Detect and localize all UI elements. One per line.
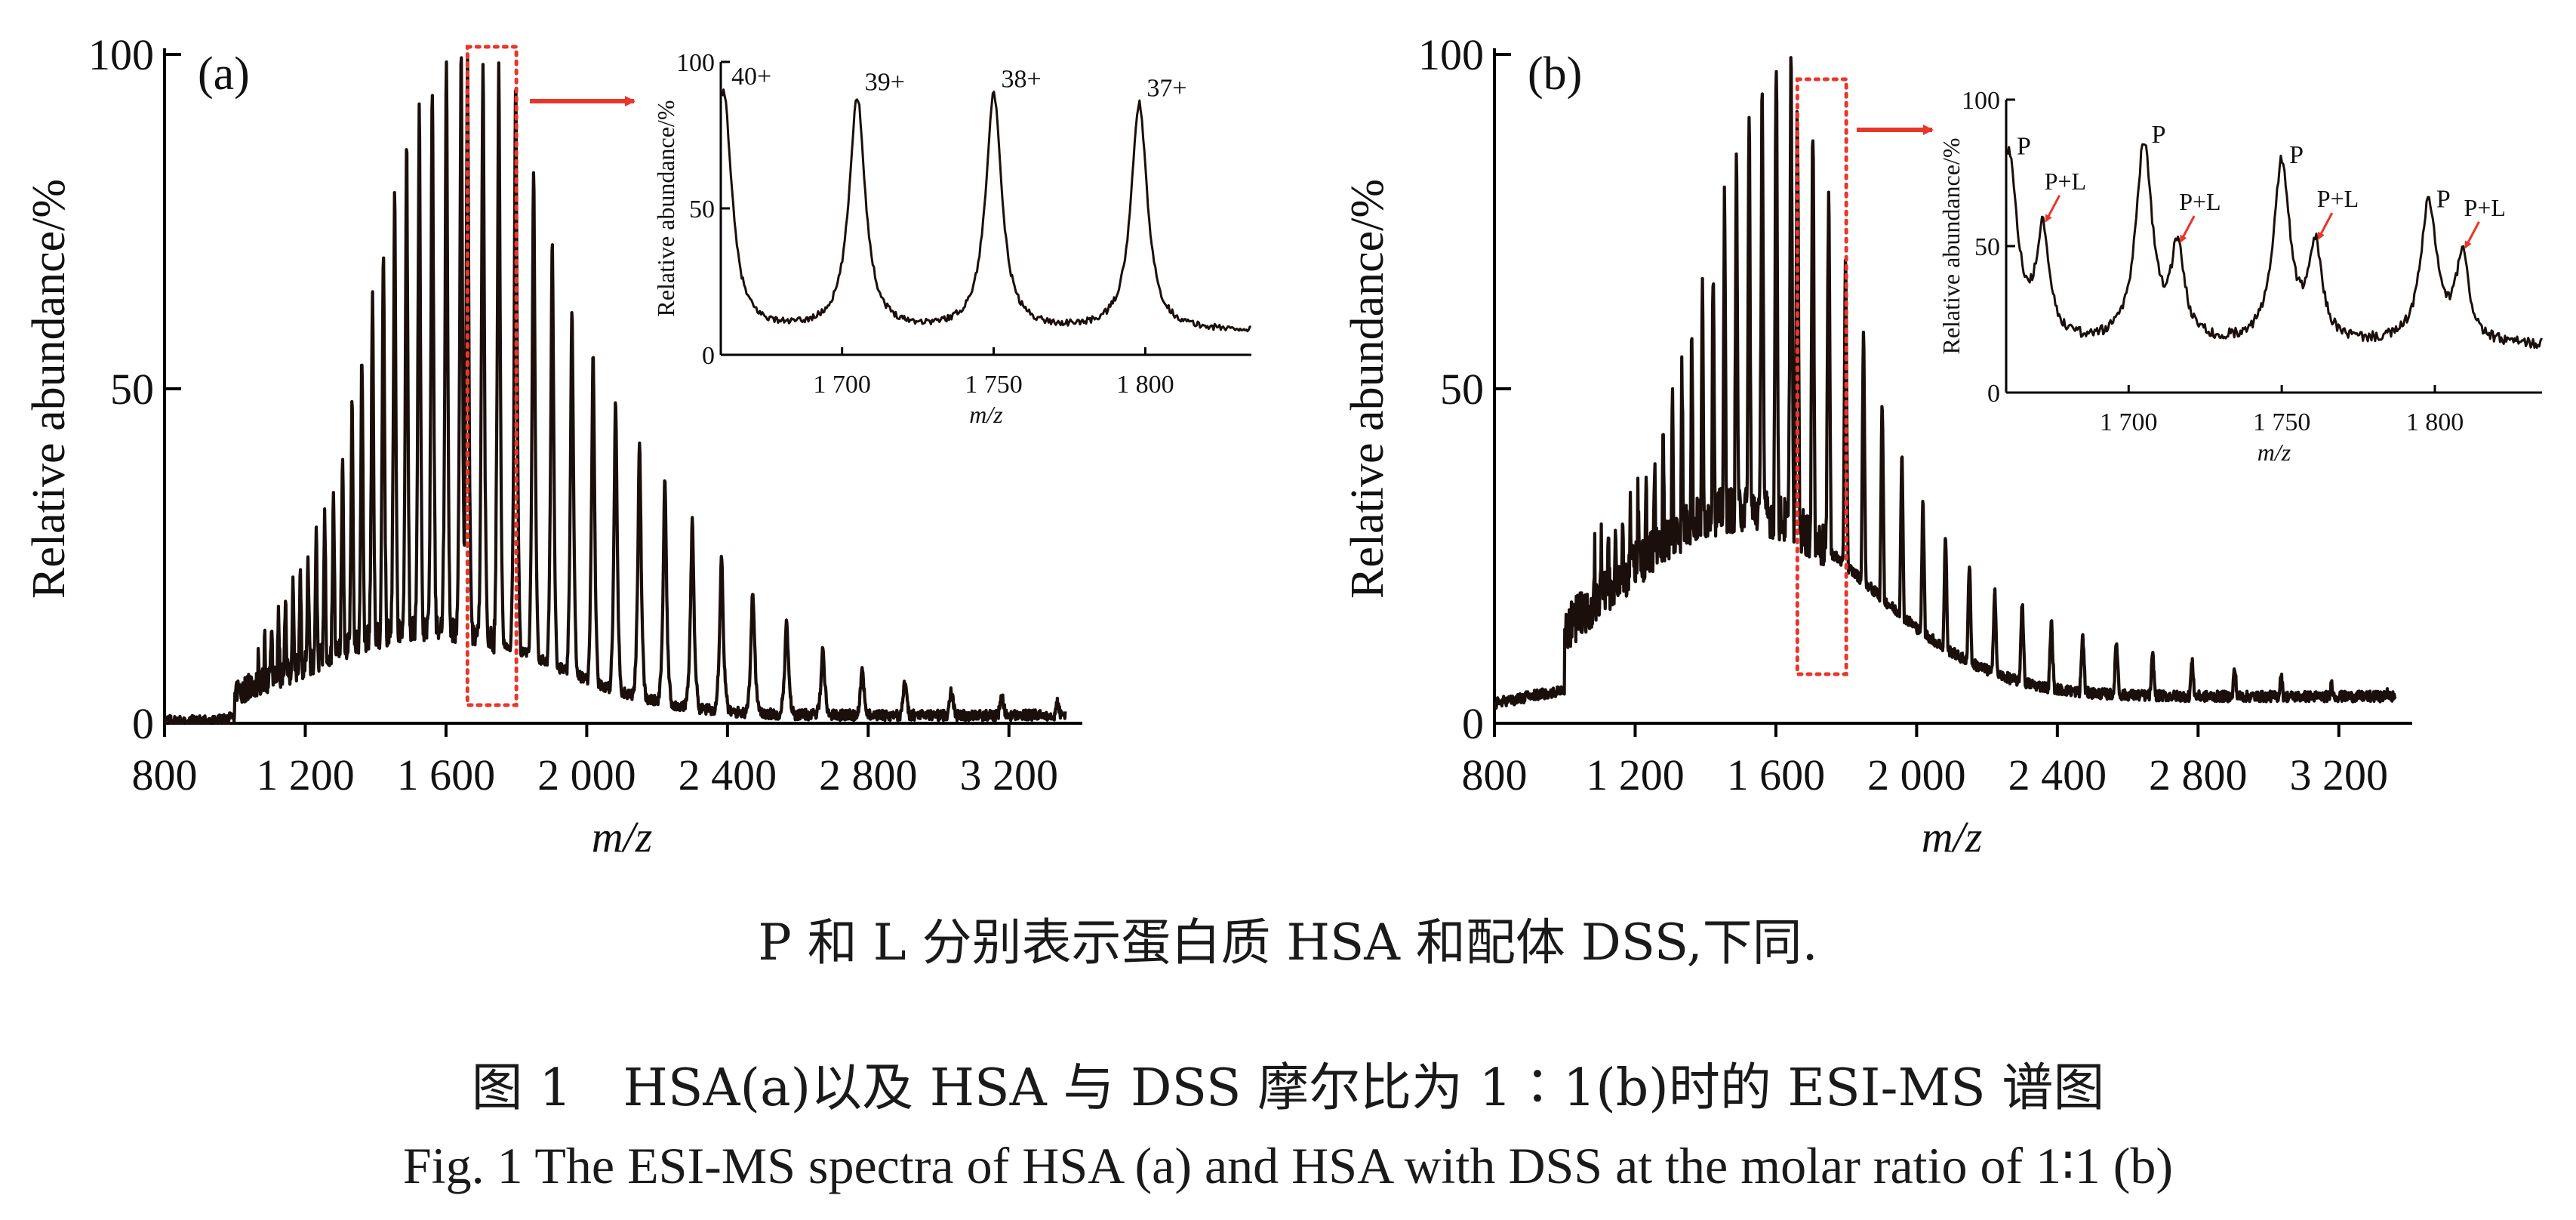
x-tick-label: 2 800: [2149, 750, 2248, 799]
inset-peak-label: 37+: [1146, 74, 1186, 102]
inset-y-tick-label: 0: [702, 342, 715, 370]
spectrum-trace: [163, 52, 1067, 726]
inset-adduct-label: P+L: [2317, 185, 2359, 212]
inset-y-tick-label: 100: [676, 49, 715, 77]
x-tick-label: 800: [132, 750, 198, 799]
adduct-arrow: [2045, 195, 2061, 223]
inset-y-axis-label: Relative abundance/%: [652, 100, 679, 317]
inset-x-tick-label: 1 800: [2406, 408, 2464, 436]
x-tick-label: 1 600: [1727, 750, 1826, 799]
inset-x-tick-label: 1 700: [2100, 408, 2158, 436]
inset-peak-label: 38+: [1002, 66, 1042, 94]
inset-y-tick-label: 100: [1962, 87, 2000, 115]
abbreviation-note: P 和 L 分别表示蛋白质 HSA 和配体 DSS,下同.: [758, 913, 1818, 972]
inset-peak-label: P: [2152, 121, 2166, 149]
y-axis-label: Relative abundance/%: [23, 179, 75, 599]
x-tick-label: 3 200: [960, 750, 1059, 799]
inset-y-tick-label: 0: [1987, 380, 2000, 408]
inset-peak-label: 40+: [731, 63, 771, 91]
inset-peak-label: P: [2436, 185, 2451, 213]
x-tick-label: 2 400: [2008, 750, 2107, 799]
inset-y-axis-label: Relative abundance/%: [1937, 138, 1965, 355]
figure-caption-chinese: 图 1 HSA(a)以及 HSA 与 DSS 摩尔比为 1∶1(b)时的 ESI…: [471, 1058, 2105, 1118]
inset-peak-label: 39+: [865, 69, 905, 97]
inset-chart: 0 50 100 1 700 1 750 1 800 m/z Relative abundan…: [1937, 87, 2543, 466]
x-axis-label: m/z: [592, 812, 653, 861]
inset-spectrum-trace: [721, 88, 1251, 333]
y-tick-label: 50: [110, 365, 154, 414]
panel-label: (a): [198, 48, 250, 100]
x-tick-label: 2 400: [679, 750, 777, 799]
inset-adduct-label: P+L: [2045, 168, 2086, 195]
panel-label: (b): [1528, 48, 1582, 100]
y-tick-label: 100: [1418, 30, 1484, 79]
inset-y-tick-label: 50: [689, 196, 715, 223]
x-axis-label: m/z: [1922, 812, 1983, 861]
highlight-box: [1795, 77, 1848, 676]
inset-x-axis-label: m/z: [969, 401, 1003, 428]
x-tick-label: 1 200: [256, 750, 355, 799]
inset-x-tick-label: 1 750: [2253, 408, 2311, 436]
inset-spectrum-trace: [2006, 143, 2543, 350]
inset-y-tick-label: 50: [1974, 233, 2000, 261]
inset-peak-label: P: [2017, 132, 2031, 160]
spectrum-panel-b: 0 50 100 800 1 200 1 600 2 000 2 400 2 800 3 200 m…: [1342, 30, 2543, 861]
x-tick-label: 2 000: [1867, 750, 1966, 799]
inset-chart: 0 50 100 1 700 1 750 1 800 m/z Relative abundan…: [652, 49, 1251, 428]
y-tick-label: 100: [88, 30, 154, 79]
x-tick-label: 1 200: [1586, 750, 1685, 799]
x-tick-label: 2 000: [537, 750, 636, 799]
inset-x-tick-label: 1 750: [965, 371, 1023, 399]
x-tick-label: 1 600: [397, 750, 496, 799]
inset-x-axis-label: m/z: [2257, 439, 2291, 466]
x-tick-label: 800: [1462, 750, 1528, 799]
inset-x-tick-label: 1 700: [813, 371, 871, 399]
spectrum-trace: [1492, 56, 2397, 710]
y-tick-label: 0: [1462, 699, 1484, 748]
figure-caption-english: Fig. 1 The ESI-MS spectra of HSA (a) and…: [402, 1137, 2174, 1194]
adduct-arrow: [2179, 215, 2196, 243]
inset-peak-label: P: [2289, 141, 2304, 169]
y-tick-label: 0: [132, 699, 154, 748]
adduct-arrow: [2464, 221, 2480, 249]
adduct-arrow: [2317, 212, 2334, 240]
spectrum-panel-a: 0 50 100 800 1 200 1 600 2 000 2 400 2 800 3 200 m…: [23, 30, 1251, 861]
x-tick-label: 2 800: [819, 750, 918, 799]
inset-adduct-label: P+L: [2179, 188, 2221, 215]
y-axis-label: Relative abundance/%: [1342, 179, 1393, 599]
inset-adduct-label: P+L: [2464, 194, 2506, 221]
inset-x-tick-label: 1 800: [1116, 371, 1174, 399]
highlight-box: [465, 45, 519, 707]
y-tick-label: 50: [1440, 365, 1484, 414]
x-tick-label: 3 200: [2290, 750, 2389, 799]
